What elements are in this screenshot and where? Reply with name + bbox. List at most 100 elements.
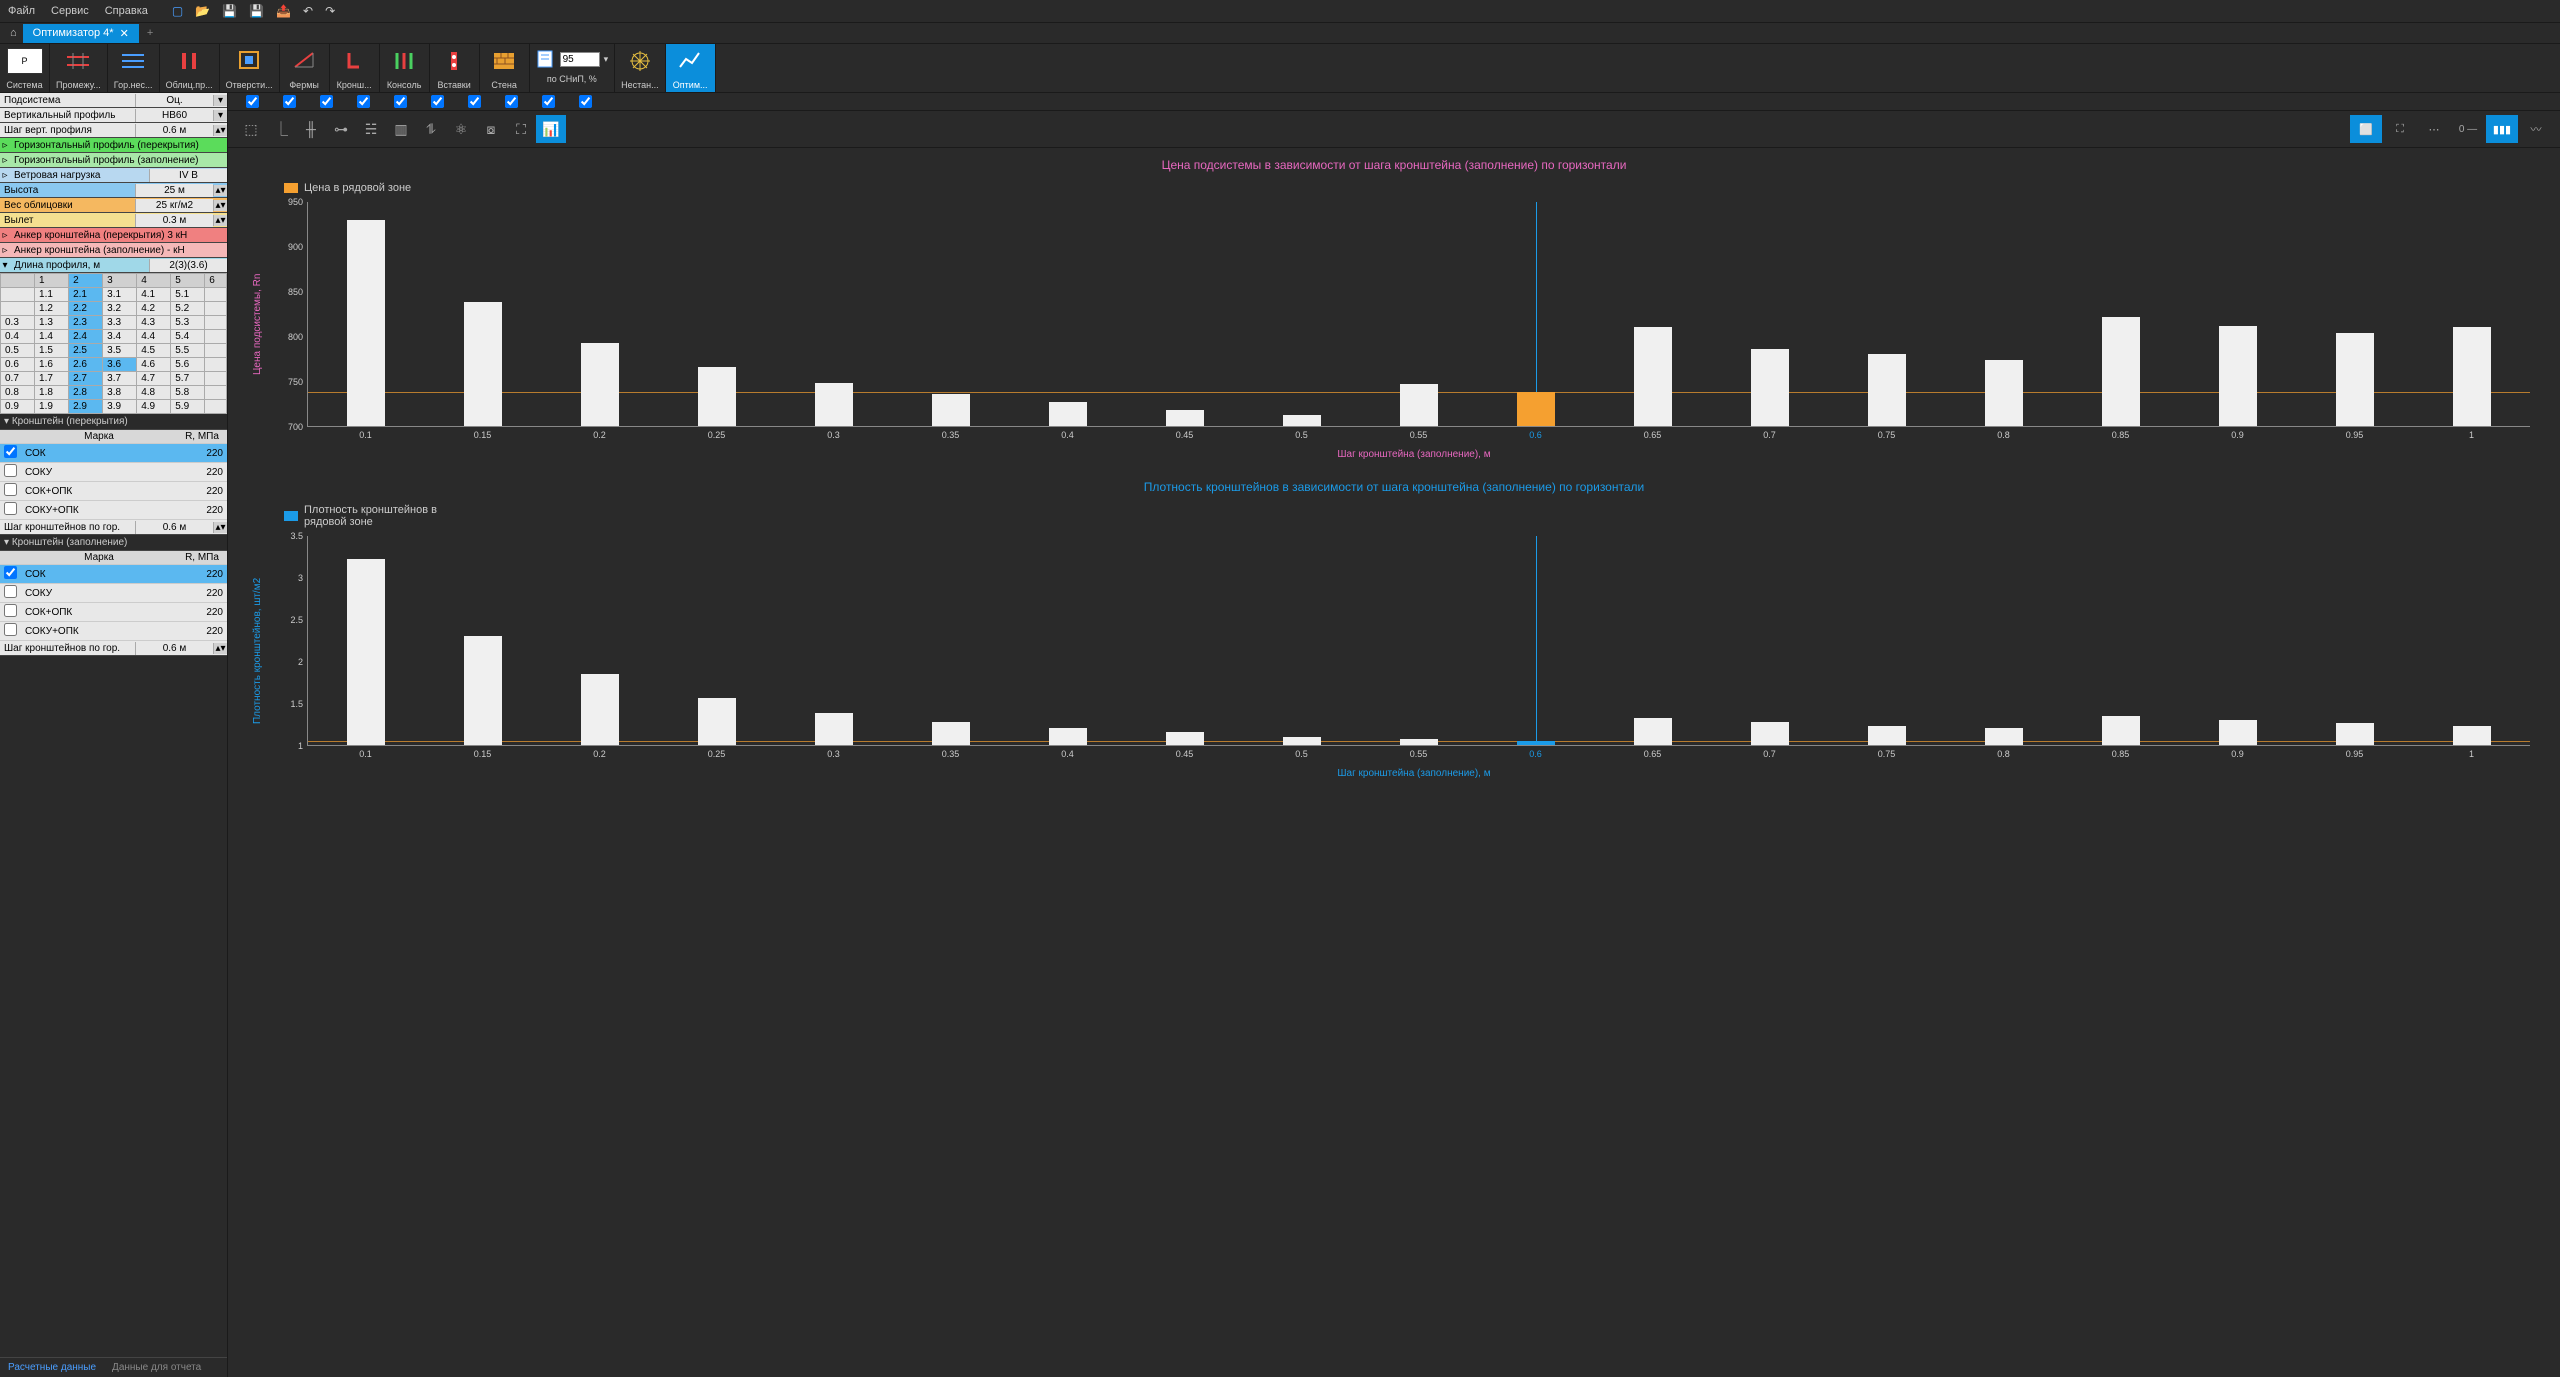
tool-grid[interactable]: ╫ <box>296 115 326 143</box>
ribbon-cladding-prof[interactable]: Облиц.пр... <box>160 44 220 92</box>
ribbon-bracket[interactable]: Кронш... <box>330 44 380 92</box>
prop-vert-step[interactable]: Шаг верт. профиля 0.6 м ▴▾ <box>0 123 227 138</box>
menu-service[interactable]: Сервис <box>47 3 93 19</box>
optim-icon <box>676 48 704 72</box>
save-icon[interactable]: 💾 <box>218 2 241 20</box>
footer-calc[interactable]: Расчетные данные <box>0 1358 104 1377</box>
open-icon[interactable]: 📂 <box>191 2 214 20</box>
export-icon[interactable]: 📤 <box>272 2 295 20</box>
prop-anchor-perek[interactable]: ▹Анкер кронштейна (перекрытия) 3 кН <box>0 228 227 243</box>
tool-bracket[interactable]: ☵ <box>356 115 386 143</box>
tool-network[interactable]: ⚛ <box>446 115 476 143</box>
view-checkbox[interactable] <box>320 95 333 108</box>
ribbon-inserts[interactable]: Вставки <box>430 44 480 92</box>
tool-profile[interactable]: ⎿ <box>266 115 296 143</box>
chart2-ylabel: Плотность кронштейнов, шт/м2 <box>248 536 267 766</box>
view-checkbox[interactable] <box>283 95 296 108</box>
view-checkbox[interactable] <box>505 95 518 108</box>
mark-checkbox[interactable] <box>4 585 17 598</box>
mark-checkbox[interactable] <box>4 502 17 515</box>
view-fit[interactable]: ⬜ <box>2350 115 2382 143</box>
tool-truss[interactable]: ⧇ <box>476 115 506 143</box>
tool-select[interactable]: ⬚ <box>236 115 266 143</box>
trusses-icon <box>290 48 318 72</box>
tab-optimizer[interactable]: Оптимизатор 4* ✕ <box>23 24 139 43</box>
bracket-perek-table[interactable]: МаркаR, МПаСОК220СОКУ220СОК+ОПК220СОКУ+О… <box>0 430 227 520</box>
spinner-icon[interactable]: ▴▾ <box>213 522 227 533</box>
tool-bars[interactable]: ▥ <box>386 115 416 143</box>
ribbon-system[interactable]: P Система <box>0 44 50 92</box>
footer-report[interactable]: Данные для отчета <box>104 1358 209 1377</box>
menu-help[interactable]: Справка <box>101 3 152 19</box>
tool-image[interactable]: ⛶ <box>506 115 536 143</box>
view-line[interactable]: 〰 <box>2520 115 2552 143</box>
body: Подсистема Оц. ▾ Вертикальный профиль НВ… <box>0 93 2560 1377</box>
chart2-xlabel: Шаг кронштейна (заполнение), м <box>288 768 2540 779</box>
ribbon: P Система Промежу... Гор.нес... Облиц.пр… <box>0 44 2560 93</box>
prop-hor-prof-perek[interactable]: ▹Горизонтальный профиль (перекрытия) <box>0 138 227 153</box>
dropdown-icon[interactable]: ▾ <box>213 110 227 121</box>
view-expand[interactable]: ⛶ <box>2384 115 2416 143</box>
view-zero[interactable]: 0 — <box>2452 115 2484 143</box>
bracket-fill-step[interactable]: Шаг кронштейнов по гор. 0.6 м ▴▾ <box>0 641 227 656</box>
chart1-xlabel: Шаг кронштейна (заполнение), м <box>288 449 2540 460</box>
prop-wall-weight[interactable]: Вес облицовки 25 кг/м2 ▴▾ <box>0 198 227 213</box>
undo-icon[interactable]: ↶ <box>299 2 317 20</box>
view-checkbox[interactable] <box>542 95 555 108</box>
ribbon-trusses[interactable]: Фермы <box>280 44 330 92</box>
prop-subsystem[interactable]: Подсистема Оц. ▾ <box>0 93 227 108</box>
ribbon-holes[interactable]: Отверсти... <box>220 44 280 92</box>
mark-checkbox[interactable] <box>4 483 17 496</box>
view-checkbox[interactable] <box>468 95 481 108</box>
tool-adjust[interactable]: ⥮ <box>416 115 446 143</box>
prop-profile-len[interactable]: ▾Длина профиля, м 2(3)(3.6) <box>0 258 227 273</box>
tab-add[interactable]: + <box>139 24 161 42</box>
prop-vert-profile[interactable]: Вертикальный профиль НВ60 ▾ <box>0 108 227 123</box>
prop-height[interactable]: Высота 25 м ▴▾ <box>0 183 227 198</box>
mark-checkbox[interactable] <box>4 604 17 617</box>
prop-offset[interactable]: Вылет 0.3 м ▴▾ <box>0 213 227 228</box>
intermediate-icon <box>64 48 92 72</box>
view-checkbox[interactable] <box>246 95 259 108</box>
ribbon-intermediate[interactable]: Промежу... <box>50 44 108 92</box>
spinner-icon[interactable]: ▴▾ <box>213 185 227 196</box>
profile-grid[interactable]: 1234561.12.13.14.15.11.22.23.24.25.20.31… <box>0 273 227 414</box>
ribbon-wall[interactable]: Стена <box>480 44 530 92</box>
home-icon[interactable]: ⌂ <box>4 23 23 43</box>
view-checkbox[interactable] <box>357 95 370 108</box>
prop-hor-prof-fill[interactable]: ▹Горизонтальный профиль (заполнение) <box>0 153 227 168</box>
spinner-icon[interactable]: ▴▾ <box>213 200 227 211</box>
view-checkbox[interactable] <box>431 95 444 108</box>
saveall-icon[interactable]: 💾 <box>245 2 268 20</box>
tab-close-icon[interactable]: ✕ <box>120 27 129 40</box>
bracket-perek-step[interactable]: Шаг кронштейнов по гор. 0.6 м ▴▾ <box>0 520 227 535</box>
spinner-icon[interactable]: ▴▾ <box>213 643 227 654</box>
prop-anchor-fill[interactable]: ▹Анкер кронштейна (заполнение) - кН <box>0 243 227 258</box>
view-bars[interactable]: ▮▮▮ <box>2486 115 2518 143</box>
mark-checkbox[interactable] <box>4 623 17 636</box>
mark-checkbox[interactable] <box>4 566 17 579</box>
tool-chart[interactable]: 📊 <box>536 115 566 143</box>
cladding-icon <box>175 48 203 72</box>
redo-icon[interactable]: ↷ <box>321 2 339 20</box>
tool-link[interactable]: ⊶ <box>326 115 356 143</box>
ribbon-hor-bearing[interactable]: Гор.нес... <box>108 44 160 92</box>
menu-file[interactable]: Файл <box>4 3 39 19</box>
ribbon-nonstd[interactable]: Нестан... <box>615 44 666 92</box>
mark-checkbox[interactable] <box>4 464 17 477</box>
view-dots[interactable]: ⋯ <box>2418 115 2450 143</box>
snip-input[interactable] <box>560 52 600 67</box>
prop-wind-load[interactable]: ▹Ветровая нагрузка IV B <box>0 168 227 183</box>
bracket-fill-table[interactable]: МаркаR, МПаСОК220СОКУ220СОК+ОПК220СОКУ+О… <box>0 551 227 641</box>
ribbon-console[interactable]: Консоль <box>380 44 430 92</box>
spinner-icon[interactable]: ▴▾ <box>213 125 227 136</box>
ribbon-optim[interactable]: Оптим... <box>666 44 716 92</box>
spinner-icon[interactable]: ▴▾ <box>213 215 227 226</box>
mark-checkbox[interactable] <box>4 445 17 458</box>
tab-label: Оптимизатор 4* <box>33 27 114 39</box>
view-checkbox[interactable] <box>394 95 407 108</box>
legend-swatch <box>284 511 298 521</box>
view-checkbox[interactable] <box>579 95 592 108</box>
new-icon[interactable]: ▢ <box>168 2 187 20</box>
dropdown-icon[interactable]: ▾ <box>213 95 227 106</box>
